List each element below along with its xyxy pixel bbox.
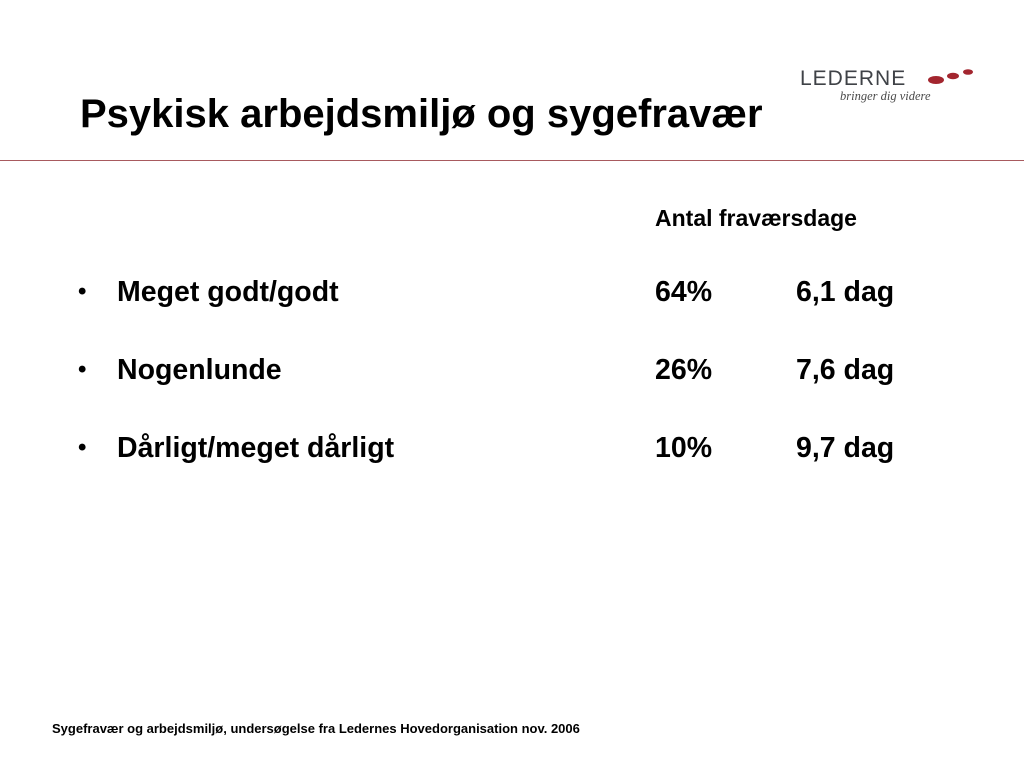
list-item-percent: 26%	[655, 354, 713, 386]
list-item-days: 9,7 dag	[796, 432, 895, 464]
bullet: •	[78, 278, 87, 305]
source-footnote: Sygefravær og arbejdsmiljø, undersøgelse…	[52, 721, 580, 736]
logo-tagline: bringer dig videre	[840, 89, 931, 103]
slide-title: Psykisk arbejdsmiljø og sygefravær	[80, 92, 763, 136]
logo-dot-large	[928, 76, 944, 84]
list-item-label: Nogenlunde	[117, 354, 282, 386]
list-item: • Nogenlunde 26% 7,6 dag	[0, 356, 1024, 390]
list-item-days: 7,6 dag	[796, 354, 895, 386]
bullet: •	[78, 434, 87, 461]
list-item: • Meget godt/godt 64% 6,1 dag	[0, 278, 1024, 312]
column-header-absence-days: Antal fraværsdage	[655, 205, 857, 231]
list-item: • Dårligt/meget dårligt 10% 9,7 dag	[0, 434, 1024, 468]
list-item-percent: 64%	[655, 276, 713, 308]
logo-wordmark: LEDERNE	[800, 67, 907, 90]
list-item-label: Meget godt/godt	[117, 276, 339, 308]
logo-dot-medium	[947, 72, 959, 80]
logo-dots-icon	[928, 69, 973, 84]
logo-dot-small	[963, 69, 973, 75]
bullet: •	[78, 356, 87, 383]
list-item-percent: 10%	[655, 432, 713, 464]
title-divider	[0, 160, 1024, 161]
list-item-label: Dårligt/meget dårligt	[117, 432, 395, 464]
ledernes-logo: LEDERNE bringer dig videre	[800, 64, 990, 110]
list-item-days: 6,1 dag	[796, 276, 895, 308]
